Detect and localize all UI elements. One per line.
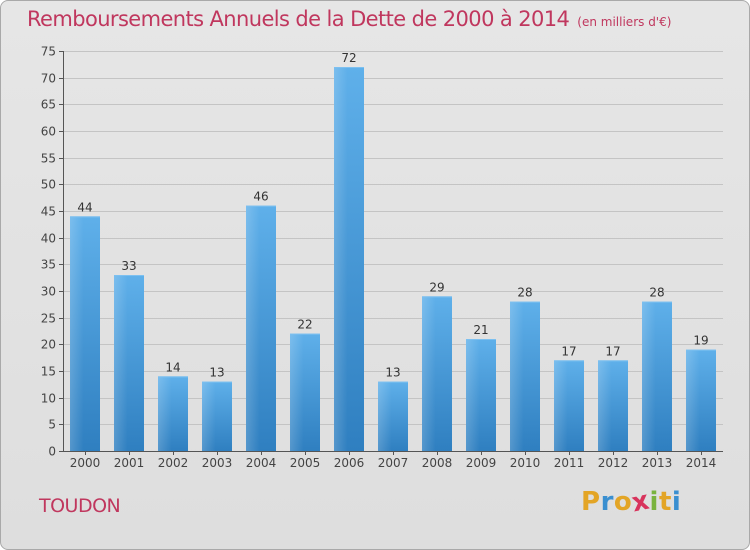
data-label: 19	[693, 334, 708, 348]
y-tick-label: 20	[41, 338, 56, 352]
bar-highlight	[290, 333, 304, 451]
x-tick-label: 2006	[334, 456, 365, 470]
y-tick-label: 30	[41, 285, 56, 299]
x-tick-label: 2004	[246, 456, 277, 470]
bar-highlight	[70, 216, 84, 451]
y-tick-label: 10	[41, 392, 56, 406]
data-label: 22	[297, 318, 312, 332]
data-label: 33	[121, 259, 136, 273]
chart-title-text: Remboursements Annuels de la Dette de 20…	[27, 7, 570, 31]
bar-highlight	[422, 296, 436, 451]
data-label: 21	[473, 323, 488, 337]
bar-highlight	[642, 301, 656, 451]
bar-highlight	[554, 360, 568, 451]
data-label: 29	[429, 280, 444, 294]
y-tick-label: 25	[41, 312, 56, 326]
y-tick-label: 35	[41, 258, 56, 272]
x-tick-label: 2010	[510, 456, 541, 470]
y-tick-label: 55	[41, 152, 56, 166]
data-label: 44	[77, 200, 92, 214]
bar-highlight	[114, 275, 128, 451]
x-tick-label: 2008	[422, 456, 453, 470]
logo-letter: o	[613, 487, 633, 517]
bar-highlight	[378, 381, 392, 451]
data-label: 28	[649, 286, 664, 300]
logo-letter: i	[671, 487, 682, 517]
logo-letter: i	[649, 487, 659, 517]
y-tick-label: 70	[41, 72, 56, 86]
data-label: 14	[165, 360, 180, 374]
x-tick-label: 2007	[378, 456, 409, 470]
y-tick-label: 75	[41, 45, 56, 59]
y-tick-label: 60	[41, 125, 56, 139]
data-label: 46	[253, 190, 268, 204]
x-tick-label: 2000	[70, 456, 101, 470]
y-tick-label: 45	[41, 205, 56, 219]
x-tick-label: 2014	[686, 456, 717, 470]
logo-letter: t	[658, 487, 672, 517]
data-label: 28	[517, 286, 532, 300]
data-label: 17	[561, 344, 576, 358]
bar-highlight	[158, 376, 172, 451]
y-tick-label: 50	[41, 178, 56, 192]
y-tick-label: 0	[48, 445, 56, 459]
bar-highlight	[686, 349, 700, 451]
bar-highlight	[334, 67, 348, 451]
axis-layer: 0 5 10 15 20 25 30 35 40 45 50 55 60 65 70 75	[41, 45, 723, 459]
chart-title: Remboursements Annuels de la Dette de 20…	[27, 7, 671, 31]
logo-letter: r	[600, 487, 614, 517]
data-label: 13	[209, 366, 224, 380]
commune-name: TOUDON	[39, 495, 121, 517]
bar-highlight	[598, 360, 612, 451]
bar-highlight	[202, 381, 216, 451]
x-tick-label: 2003	[202, 456, 233, 470]
x-tick-label: 2011	[554, 456, 585, 470]
bar-highlight	[466, 339, 480, 451]
y-tick-label: 65	[41, 98, 56, 112]
data-label: 13	[385, 366, 400, 380]
chart-unit-label: (en milliers d'€)	[577, 15, 672, 29]
x-tick-label: 2012	[598, 456, 629, 470]
proxiti-logo: Proxiti	[581, 486, 682, 519]
x-tick-label: 2002	[158, 456, 189, 470]
logo-letter: P	[581, 487, 601, 517]
x-tick-label: 2009	[466, 456, 497, 470]
x-tick-label: 2013	[642, 456, 673, 470]
bar-highlight	[510, 301, 524, 451]
x-tick-label: 2005	[290, 456, 321, 470]
data-label: 17	[605, 344, 620, 358]
bar-layer	[70, 67, 716, 451]
y-tick-label: 40	[41, 232, 56, 246]
y-tick-label: 15	[41, 365, 56, 379]
bar-highlight	[246, 205, 260, 451]
x-tick-label: 2001	[114, 456, 145, 470]
data-label: 72	[341, 51, 356, 65]
y-tick-label: 5	[48, 418, 56, 432]
label-layer: 44 2000 33 2001 14 2002 13 2003 46 2004 22 2005 72 20…	[70, 51, 717, 470]
